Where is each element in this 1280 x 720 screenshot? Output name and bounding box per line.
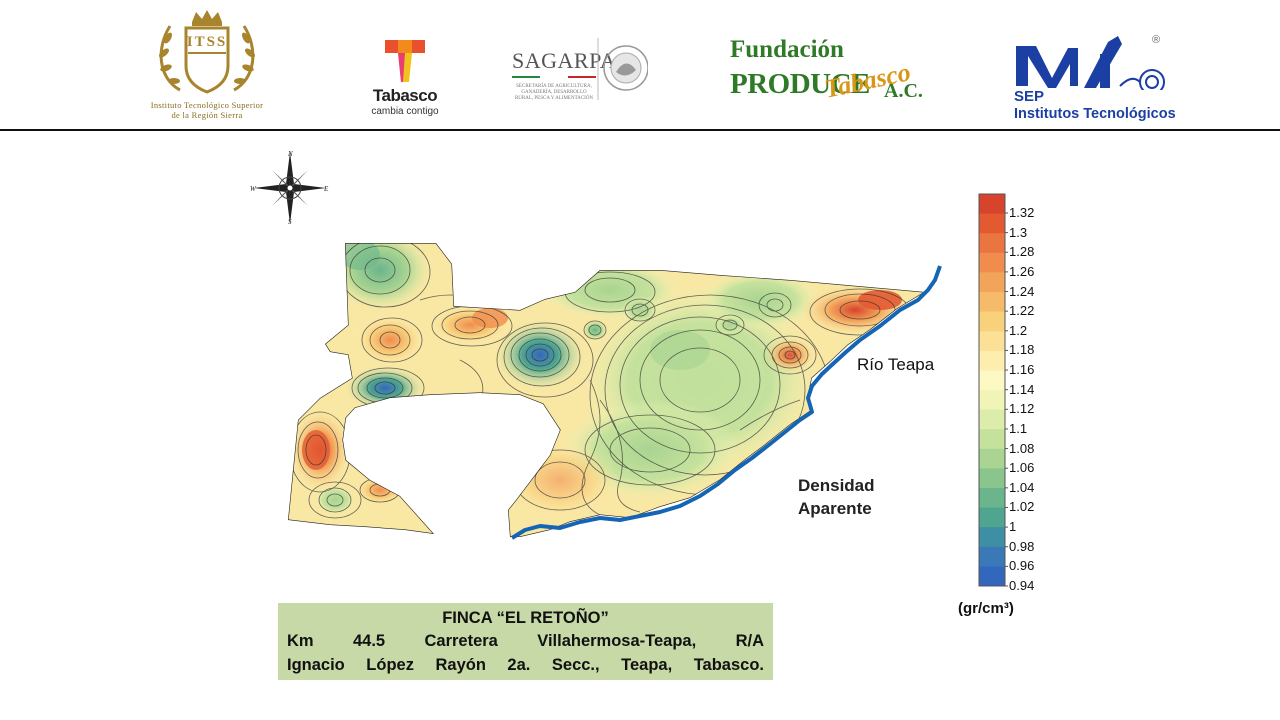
colorbar-tick-label: 1.02 — [1009, 499, 1035, 515]
variable-label-line2: Aparente — [798, 499, 872, 518]
produce-line2: PRODUCE — [730, 68, 870, 100]
colorbar-tick-label: 1.22 — [1009, 303, 1035, 319]
colorbar-swatch — [979, 468, 1005, 489]
colorbar-tick-label: 1.18 — [1009, 342, 1035, 358]
colorbar-swatch — [979, 292, 1005, 313]
produce-suffix: A.C. — [884, 80, 923, 102]
produce-line1: Fundación — [730, 36, 844, 63]
sep-registered-mark: ® — [1152, 34, 1161, 46]
colorbar-tick-label: 1.1 — [1009, 420, 1028, 436]
colorbar-swatch — [979, 272, 1005, 293]
colorbar-swatch — [979, 390, 1005, 411]
colorbar-tick-label: 1.04 — [1009, 479, 1035, 495]
colorbar-swatch — [979, 566, 1005, 587]
fundacion-produce-logo: Fundación PRODUCE Tabasco A.C. — [728, 36, 928, 108]
variable-label-line1: Densidad — [798, 476, 875, 495]
colorbar-swatch — [979, 331, 1005, 352]
location-info-box: FINCA “EL RETOÑO” Km 44.5 Carretera Vill… — [278, 603, 773, 680]
colorbar-tick-label: 1.24 — [1009, 283, 1035, 299]
colorbar — [978, 193, 1008, 587]
colorbar-tick-label: 1.06 — [1009, 460, 1035, 476]
colorbar-swatch — [979, 233, 1005, 254]
tabasco-t-icon — [385, 40, 425, 82]
colorbar-tick-label: 1.32 — [1009, 205, 1035, 220]
variable-label: Densidad Aparente — [798, 474, 875, 520]
mexico-seal-icon — [512, 38, 648, 100]
sep-word: SEP — [1014, 88, 1045, 105]
colorbar-tick-label: 1.2 — [1009, 322, 1028, 338]
colorbar-tick-label: 1.08 — [1009, 440, 1035, 456]
colorbar-tick-label: 1 — [1009, 519, 1017, 535]
colorbar-tick-label: 1.28 — [1009, 244, 1035, 260]
compass-s: S — [288, 218, 292, 226]
colorbar-tick-label: 1.3 — [1009, 224, 1028, 240]
colorbar-swatch — [979, 409, 1005, 430]
finca-address-line1: Km 44.5 Carretera Villahermosa-Teapa, R/… — [287, 632, 764, 650]
tabasco-word: Tabasco — [372, 86, 438, 105]
sagarpa-logo: SAGARPA SECRETARÍA DE AGRICULTURA, GANAD… — [508, 36, 648, 112]
colorbar-tick-label: 0.94 — [1009, 578, 1035, 593]
colorbar-swatch — [979, 370, 1005, 391]
compass-rose-icon: N S E W — [250, 150, 329, 226]
colorbar-swatch — [979, 546, 1005, 567]
colorbar-swatch — [979, 311, 1005, 332]
colorbar-swatch — [979, 448, 1005, 469]
colorbar-swatch — [979, 429, 1005, 450]
colorbar-swatch — [979, 507, 1005, 528]
itss-name-line2: de la Región Sierra — [171, 110, 243, 120]
colorbar-swatch — [979, 350, 1005, 371]
itss-name-line1: Instituto Tecnológico Superior — [150, 100, 264, 110]
colorbar-tick-label: 0.98 — [1009, 538, 1035, 554]
colorbar-tick-label: 1.12 — [1009, 401, 1035, 417]
finca-title: FINCA “EL RETOÑO” — [442, 609, 609, 627]
colorbar-swatch — [979, 527, 1005, 548]
colorbar-swatch — [979, 213, 1005, 234]
colorbar-swatch — [979, 252, 1005, 273]
itss-crest-icon — [159, 10, 255, 94]
colorbar-swatch — [979, 194, 1005, 215]
tabasco-tagline: cambia contigo — [371, 106, 439, 117]
compass-n: N — [287, 150, 293, 158]
compass-e: E — [323, 185, 329, 193]
compass-w: W — [250, 185, 257, 193]
colorbar-tick-label: 0.96 — [1009, 558, 1035, 574]
colorbar-tick-label: 1.16 — [1009, 362, 1035, 378]
header-bar: ITSS Instituto Tecnológico Superior de l… — [0, 0, 1280, 130]
colorbar-tick-label: 1.14 — [1009, 381, 1035, 397]
itss-monogram: ITSS — [186, 34, 228, 50]
sagarpa-subtitle: SECRETARÍA DE AGRICULTURA, GANADERÍA, DE… — [514, 84, 594, 101]
itss-logo: ITSS Instituto Tecnológico Superior de l… — [128, 8, 286, 124]
river-label: Río Teapa — [857, 355, 935, 374]
rio-teapa-river — [510, 265, 942, 540]
colorbar-unit: (gr/cm³) — [958, 600, 1014, 617]
colorbar-tick-label: 1.26 — [1009, 263, 1035, 279]
sep-logo: ® SEP Institutos Tecnológicos — [1012, 34, 1182, 126]
colorbar-swatch — [979, 488, 1005, 509]
header-divider — [0, 129, 1280, 131]
finca-address-line2: Ignacio López Rayón 2a. Secc., Teapa, Ta… — [287, 656, 764, 674]
tabasco-logo: Tabasco cambia contigo — [365, 38, 445, 122]
sep-subtitle: Institutos Tecnológicos — [1014, 106, 1176, 122]
